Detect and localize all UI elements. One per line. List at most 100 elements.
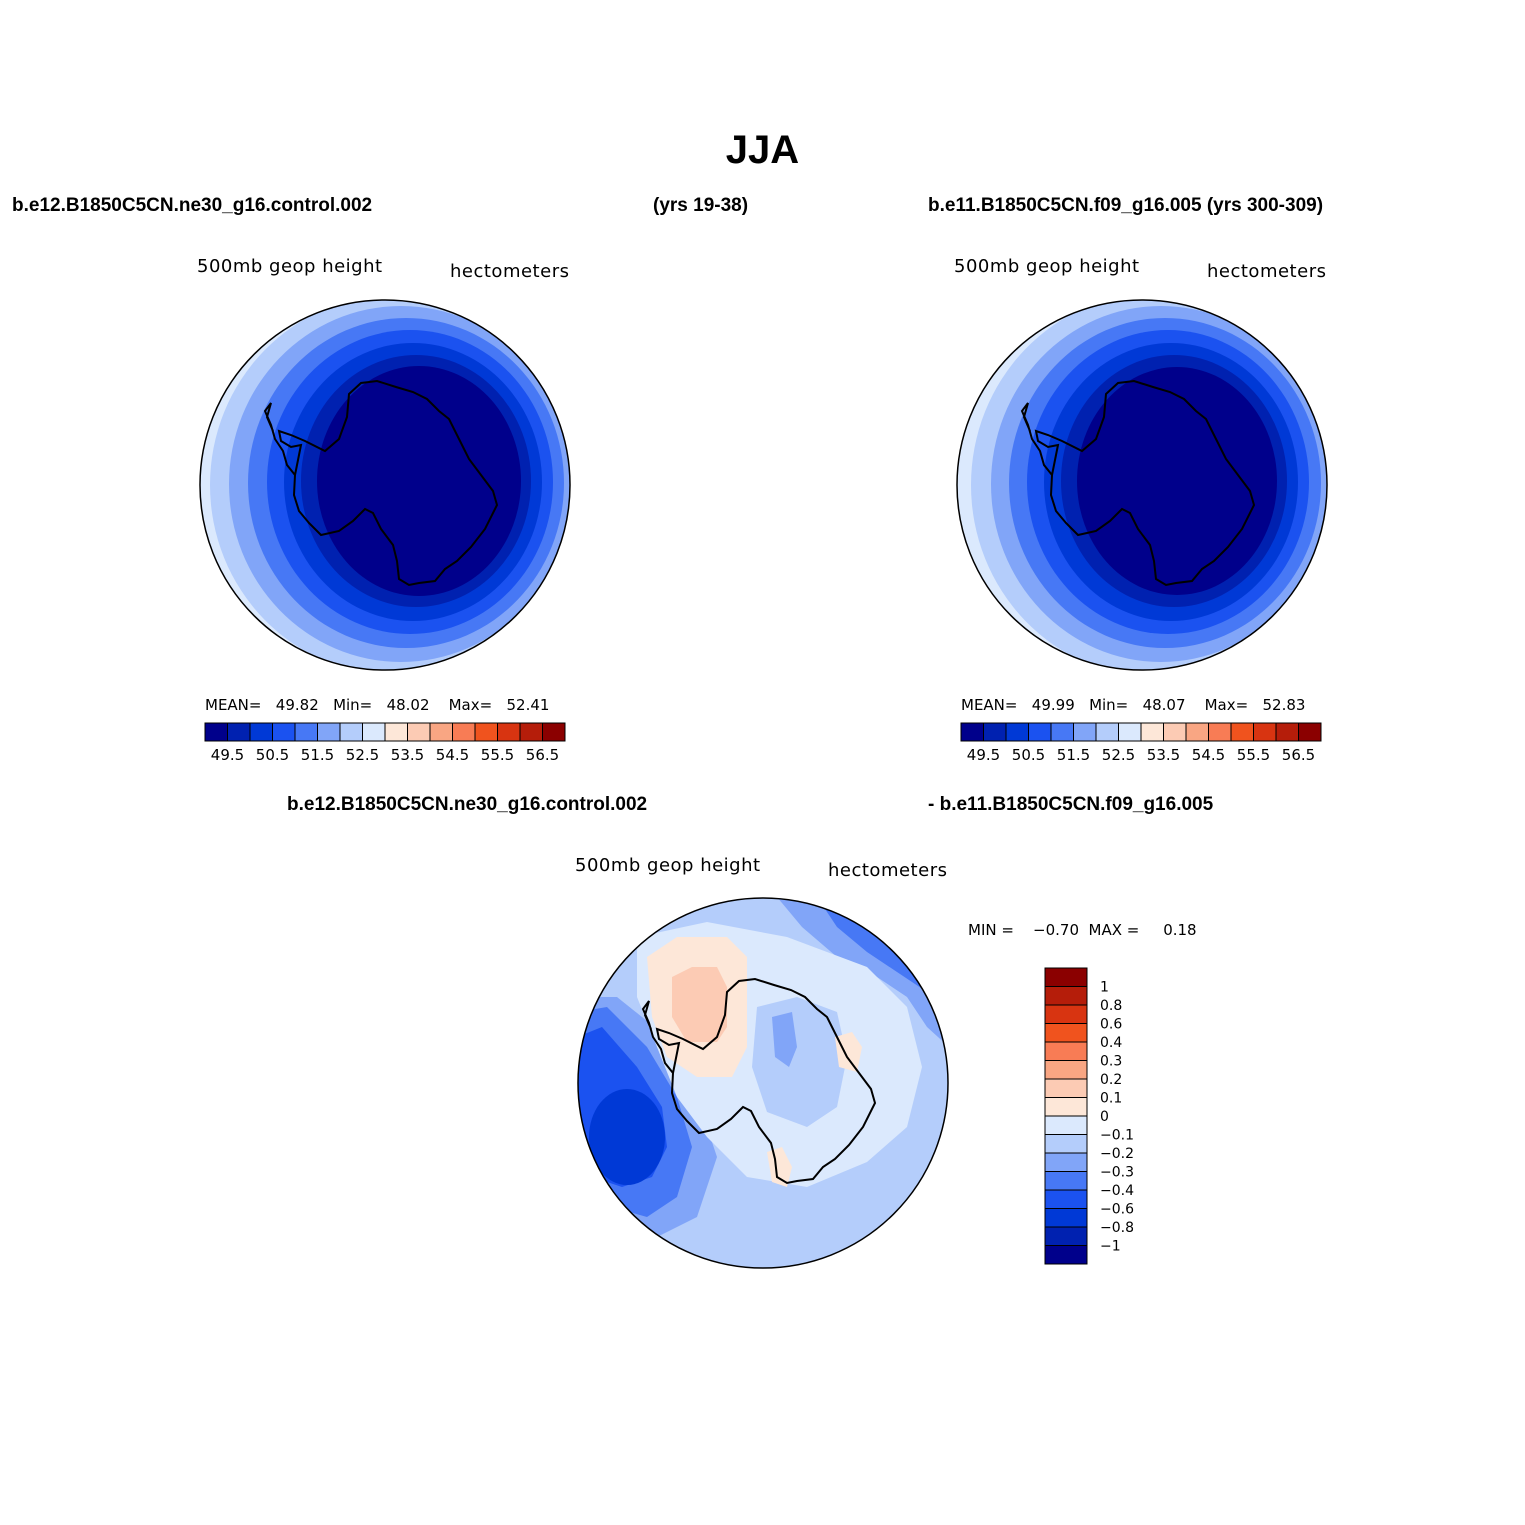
max-value: 52.41 bbox=[506, 696, 550, 714]
antarctic-peninsula bbox=[641, 1000, 674, 1074]
panel2-map bbox=[956, 299, 1328, 671]
colorbar-label: 50.5 bbox=[256, 746, 289, 764]
max-label: MAX = bbox=[1088, 921, 1140, 939]
min-label: Min= bbox=[1089, 696, 1129, 714]
colorbar-box bbox=[227, 722, 251, 742]
contour-band bbox=[767, 1147, 792, 1187]
antarctica-coastline bbox=[277, 379, 499, 587]
min-label: Min= bbox=[333, 696, 373, 714]
colorbar-label: 0 bbox=[1100, 1109, 1109, 1125]
colorbar-box bbox=[1044, 1060, 1088, 1080]
panel1-colorbar: 49.5 50.5 51.5 52.5 53.5 54.5 55.5 56.5 bbox=[204, 722, 566, 764]
colorbar-box bbox=[1044, 1245, 1088, 1265]
colorbar-box bbox=[1298, 722, 1322, 742]
colorbar-label: 51.5 bbox=[1057, 746, 1090, 764]
panel3-colorbar: 1 0.8 0.6 0.4 0.3 0.2 0.1 0 −0.1 −0.2 −0.3 −0.4 −0.6… bbox=[1044, 967, 1134, 1265]
colorbar-box bbox=[1230, 722, 1254, 742]
colorbar-box bbox=[1044, 1189, 1088, 1209]
colorbar-label: −0.3 bbox=[1100, 1165, 1134, 1181]
colorbar-box bbox=[1005, 722, 1029, 742]
colorbar-box bbox=[1118, 722, 1142, 742]
diff-case-left: b.e12.B1850C5CN.ne30_g16.control.002 bbox=[287, 794, 648, 815]
contour-band bbox=[752, 997, 847, 1127]
contour-band bbox=[672, 967, 727, 1042]
colorbar-box bbox=[1163, 722, 1187, 742]
colorbar-label: 0.1 bbox=[1100, 1091, 1122, 1107]
colorbar-box bbox=[1044, 1208, 1088, 1228]
contour-band bbox=[589, 1089, 665, 1185]
page-title: JJA bbox=[725, 128, 800, 172]
colorbar-label: 52.5 bbox=[346, 746, 379, 764]
colorbar-label: 49.5 bbox=[967, 746, 1000, 764]
colorbar-label: 55.5 bbox=[481, 746, 514, 764]
colorbar-box bbox=[1253, 722, 1277, 742]
mean-label: MEAN= bbox=[961, 696, 1018, 714]
diff-case-right: - b.e11.B1850C5CN.f09_g16.005 bbox=[928, 794, 1214, 815]
colorbar-box bbox=[542, 722, 566, 742]
colorbar-box bbox=[960, 722, 984, 742]
antarctic-peninsula bbox=[1020, 402, 1053, 476]
colorbar-box bbox=[474, 722, 498, 742]
colorbar-box bbox=[1044, 1171, 1088, 1191]
colorbar-box bbox=[1044, 1134, 1088, 1154]
colorbar-label: 53.5 bbox=[391, 746, 424, 764]
case1-years: (yrs 19-38) bbox=[653, 195, 749, 216]
colorbar-box bbox=[1050, 722, 1074, 742]
colorbar-box bbox=[1044, 1152, 1088, 1172]
colorbar-box bbox=[1028, 722, 1052, 742]
panel2-colorbar: 49.5 50.5 51.5 52.5 53.5 54.5 55.5 56.5 bbox=[960, 722, 1322, 764]
panel1-units: hectometers bbox=[450, 261, 570, 282]
colorbar-box bbox=[1044, 1097, 1088, 1117]
colorbar-box bbox=[1044, 1115, 1088, 1135]
colorbar-label: 50.5 bbox=[1012, 746, 1045, 764]
colorbar-label: 0.2 bbox=[1100, 1072, 1122, 1088]
contour-band bbox=[317, 366, 521, 596]
colorbar-box bbox=[1095, 722, 1119, 742]
panel2-variable: 500mb geop height bbox=[954, 256, 1140, 277]
colorbar-label: 56.5 bbox=[1282, 746, 1315, 764]
colorbar-box bbox=[384, 722, 408, 742]
colorbar-box bbox=[519, 722, 543, 742]
max-label: Max= bbox=[448, 696, 493, 714]
max-value: 52.83 bbox=[1262, 696, 1306, 714]
min-value: −0.70 bbox=[1033, 921, 1079, 939]
colorbar-label: 55.5 bbox=[1237, 746, 1270, 764]
colorbar-label: −1 bbox=[1100, 1239, 1121, 1255]
colorbar-label: 0.4 bbox=[1100, 1035, 1122, 1051]
mean-label: MEAN= bbox=[205, 696, 262, 714]
map-outline bbox=[956, 299, 1328, 671]
colorbar-label: 54.5 bbox=[436, 746, 469, 764]
contour-band bbox=[772, 1012, 797, 1067]
panel2-stats: MEAN= 49.99 Min= 48.07 Max= 52.83 bbox=[961, 696, 1305, 714]
contour-band bbox=[835, 1032, 862, 1072]
colorbar-label: 49.5 bbox=[211, 746, 244, 764]
colorbar-label: 53.5 bbox=[1147, 746, 1180, 764]
mean-value: 49.82 bbox=[275, 696, 319, 714]
antarctic-peninsula bbox=[263, 402, 296, 476]
colorbar-label: 54.5 bbox=[1192, 746, 1225, 764]
panel3-variable: 500mb geop height bbox=[575, 855, 761, 876]
antarctica-coastline bbox=[655, 977, 877, 1185]
colorbar-box bbox=[317, 722, 341, 742]
max-label: Max= bbox=[1204, 696, 1249, 714]
colorbar-box bbox=[294, 722, 318, 742]
panel3-difference-map bbox=[577, 897, 949, 1269]
colorbar-box bbox=[1073, 722, 1097, 742]
colorbar-box bbox=[1044, 1226, 1088, 1246]
colorbar-label: −0.2 bbox=[1100, 1146, 1134, 1162]
min-value: 48.02 bbox=[386, 696, 430, 714]
colorbar-box bbox=[429, 722, 453, 742]
colorbar-box bbox=[983, 722, 1007, 742]
colorbar-label: 52.5 bbox=[1102, 746, 1135, 764]
colorbar-label: −0.8 bbox=[1100, 1220, 1134, 1236]
colorbar-label: 51.5 bbox=[301, 746, 334, 764]
colorbar-label: 0.8 bbox=[1100, 998, 1122, 1014]
case2-name-years: b.e11.B1850C5CN.f09_g16.005 (yrs 300-309… bbox=[928, 195, 1324, 216]
min-label: MIN = bbox=[968, 921, 1014, 939]
panel2-units: hectometers bbox=[1207, 261, 1327, 282]
colorbar-label: −0.1 bbox=[1100, 1128, 1134, 1144]
mean-value: 49.99 bbox=[1031, 696, 1075, 714]
colorbar-label: 56.5 bbox=[526, 746, 559, 764]
colorbar-box bbox=[1185, 722, 1209, 742]
colorbar-label: 0.3 bbox=[1100, 1054, 1122, 1070]
